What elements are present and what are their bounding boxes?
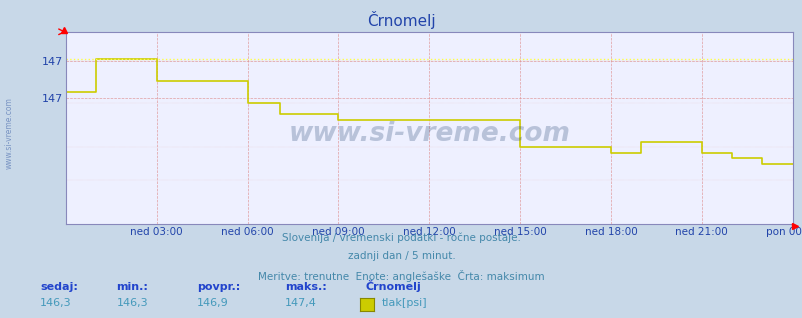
Text: Črnomelj: Črnomelj bbox=[365, 280, 420, 292]
Text: zadnji dan / 5 minut.: zadnji dan / 5 minut. bbox=[347, 251, 455, 261]
Text: Slovenija / vremenski podatki - ročne postaje.: Slovenija / vremenski podatki - ročne po… bbox=[282, 232, 520, 243]
Text: www.si-vreme.com: www.si-vreme.com bbox=[5, 98, 14, 169]
Text: maks.:: maks.: bbox=[285, 282, 326, 292]
Text: 146,9: 146,9 bbox=[196, 299, 229, 308]
Text: Črnomelj: Črnomelj bbox=[367, 11, 435, 29]
Text: povpr.:: povpr.: bbox=[196, 282, 240, 292]
Text: sedaj:: sedaj: bbox=[40, 282, 78, 292]
Text: 146,3: 146,3 bbox=[40, 299, 71, 308]
Text: 146,3: 146,3 bbox=[116, 299, 148, 308]
Text: www.si-vreme.com: www.si-vreme.com bbox=[288, 121, 569, 147]
Text: Meritve: trenutne  Enote: anglešaške  Črta: maksimum: Meritve: trenutne Enote: anglešaške Črta… bbox=[258, 270, 544, 282]
Text: 147,4: 147,4 bbox=[285, 299, 317, 308]
Text: min.:: min.: bbox=[116, 282, 148, 292]
Text: tlak[psi]: tlak[psi] bbox=[381, 299, 427, 308]
